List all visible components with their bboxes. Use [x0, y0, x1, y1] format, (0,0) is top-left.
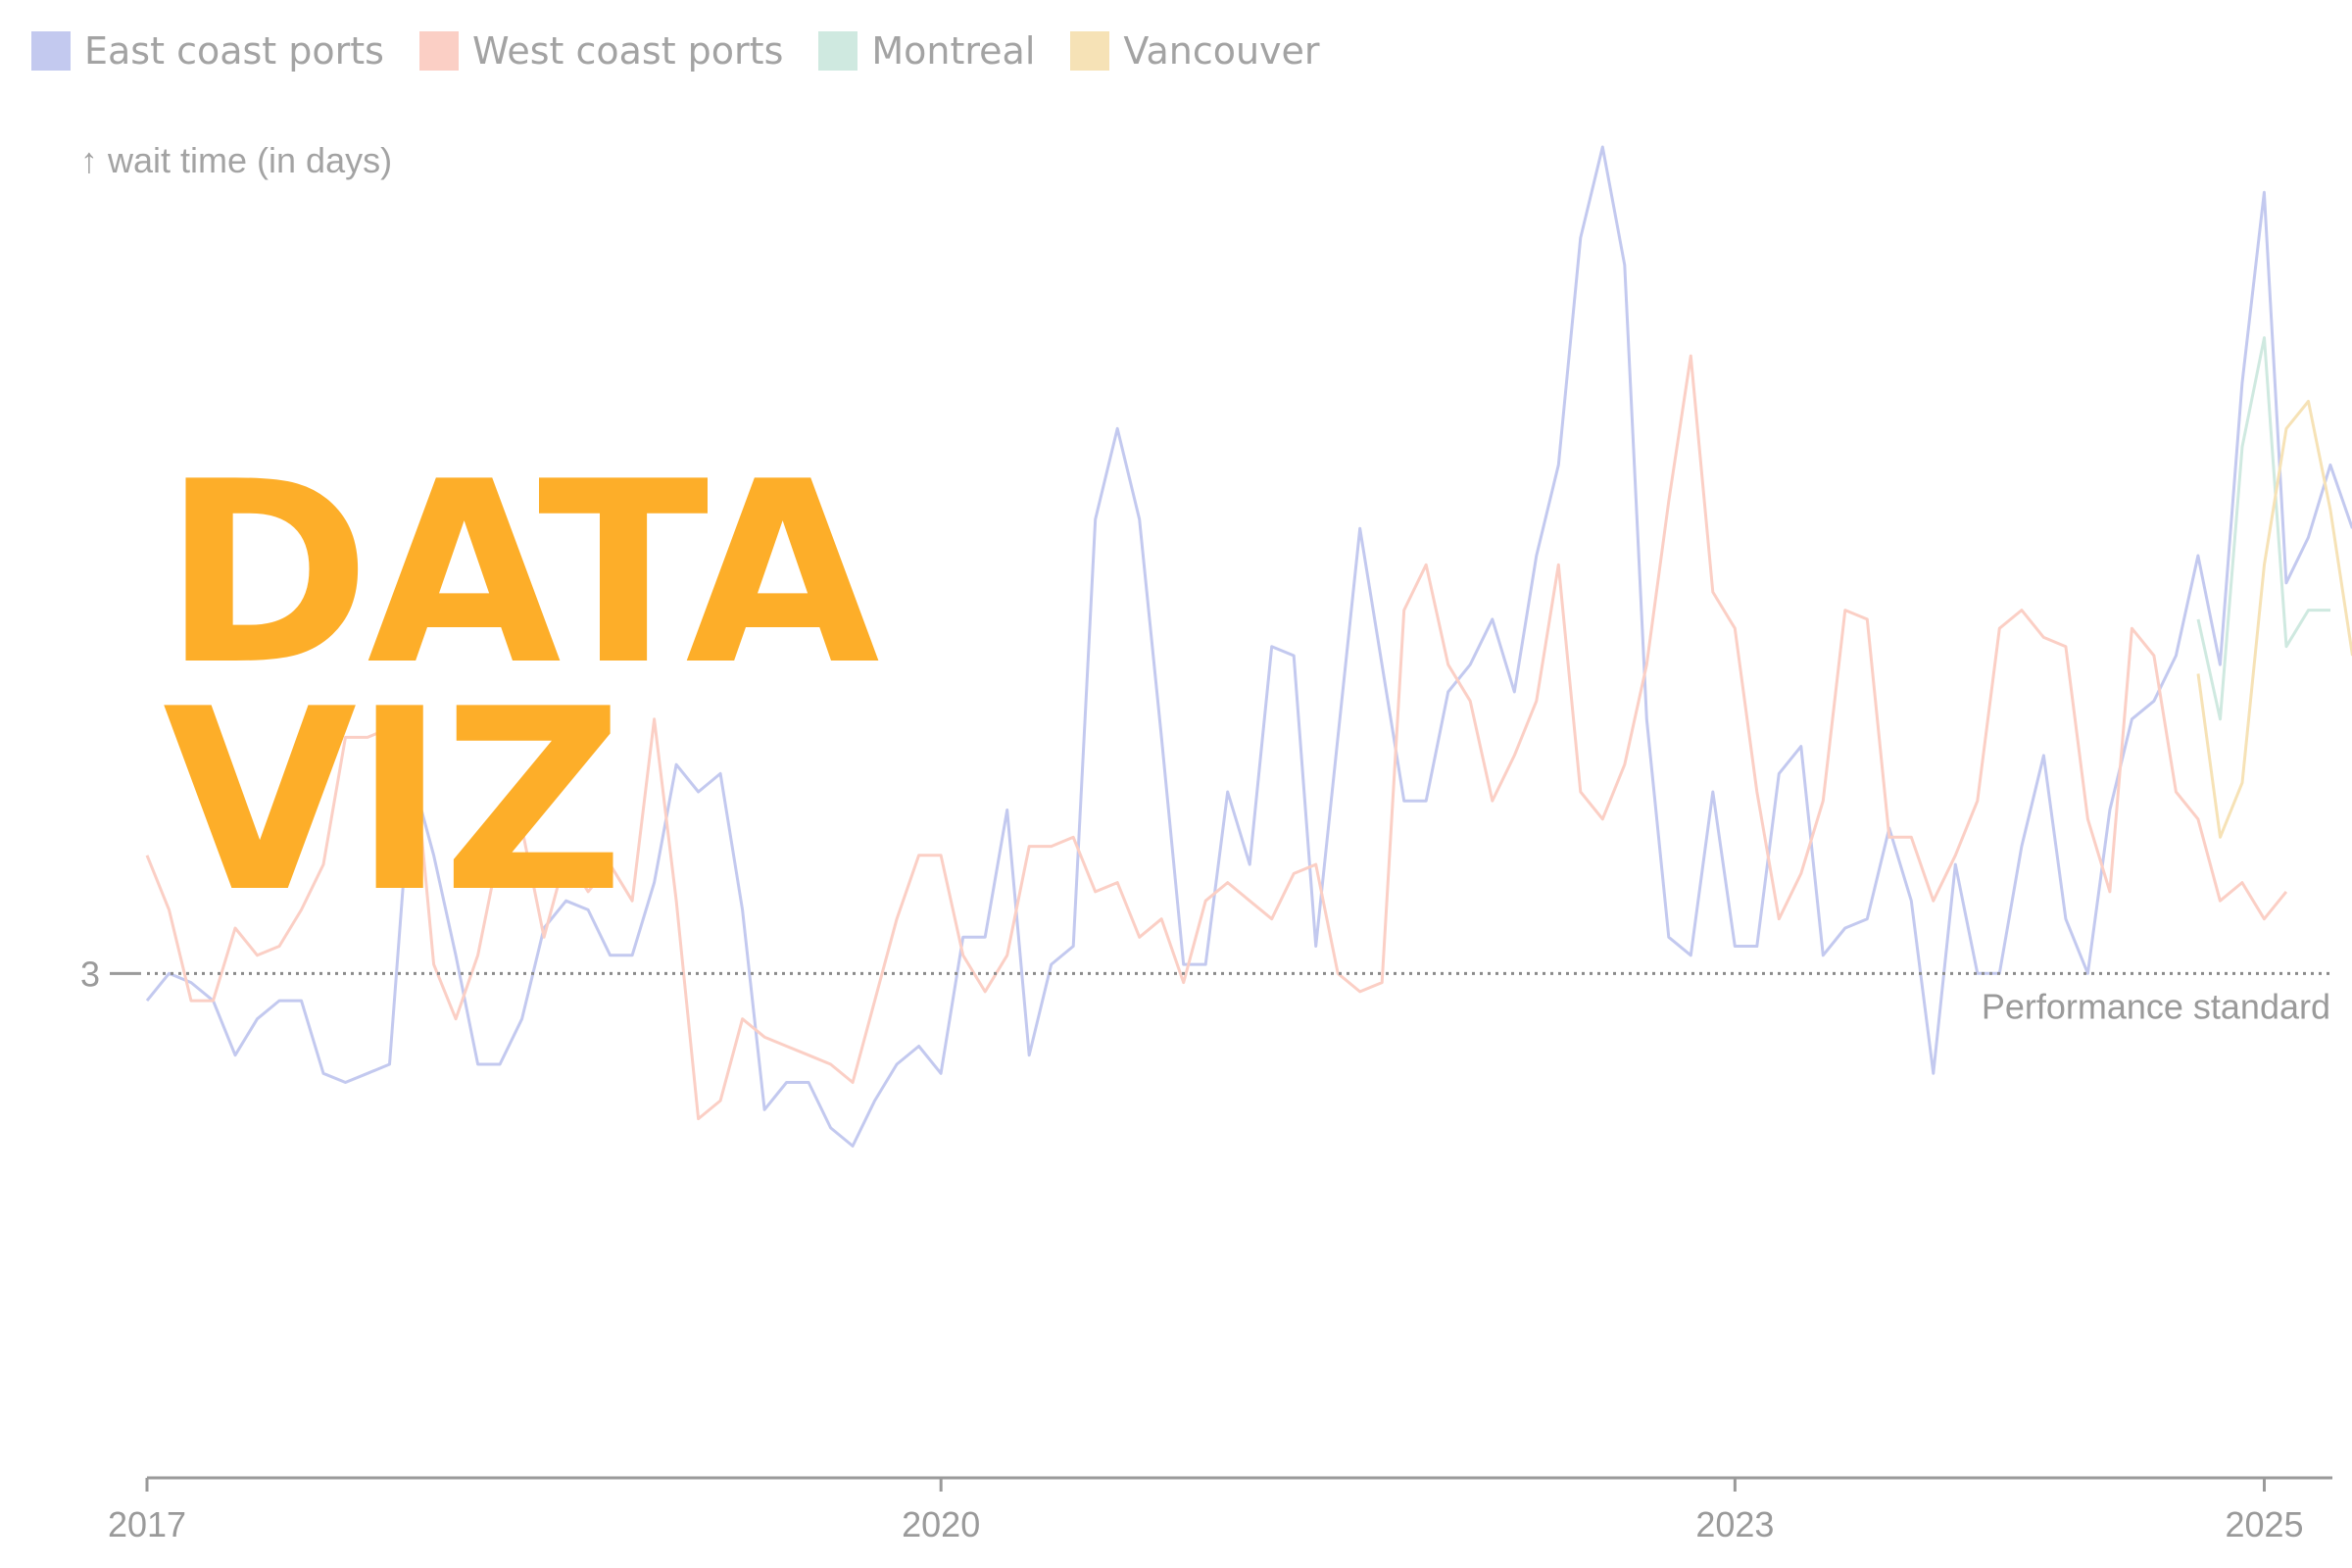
- x-tick-label: 2020: [902, 1504, 980, 1544]
- series-line-west-coast-ports: [145, 354, 2288, 1121]
- y-axis-label: ↑ wait time (in days): [80, 140, 392, 180]
- legend-swatch: [418, 31, 459, 71]
- y-tick-label: 3: [80, 954, 100, 994]
- legend-item-east: East coast ports: [31, 29, 384, 73]
- x-axis: 2017 2020 2023 2025: [108, 1476, 2332, 1544]
- data-viz-overlay-title: DATA VIZ: [163, 428, 880, 948]
- performance-standard-line: Performance standard: [147, 971, 2330, 1026]
- x-tick-label: 2025: [2225, 1504, 2303, 1544]
- legend-label: West coast ports: [471, 29, 784, 73]
- legend-item-west: West coast ports: [418, 29, 784, 73]
- legend-swatch: [1070, 31, 1110, 71]
- legend-label: Vancouver: [1123, 29, 1320, 73]
- reference-line-label: Performance standard: [1982, 986, 2330, 1026]
- legend: East coast ports West coast ports Montre…: [31, 29, 1320, 73]
- series-line-montreal: [2196, 336, 2330, 721]
- legend-label: Montreal: [871, 29, 1036, 73]
- legend-item-montreal: Montreal: [818, 29, 1035, 73]
- series-layer: [145, 145, 2352, 1148]
- x-tick-label: 2017: [108, 1504, 186, 1544]
- legend-swatch: [818, 31, 858, 71]
- legend-label: East coast ports: [84, 29, 384, 73]
- legend-swatch: [31, 31, 71, 71]
- overlay-line-2: VIZ: [163, 656, 624, 948]
- legend-item-vancouver: Vancouver: [1070, 29, 1320, 73]
- overlay-line-1: DATA: [163, 428, 880, 720]
- x-tick-label: 2023: [1695, 1504, 1774, 1544]
- series-line-vancouver: [2196, 400, 2352, 839]
- series-line-east-coast-ports: [145, 145, 2352, 1148]
- y-axis: 3: [80, 954, 141, 994]
